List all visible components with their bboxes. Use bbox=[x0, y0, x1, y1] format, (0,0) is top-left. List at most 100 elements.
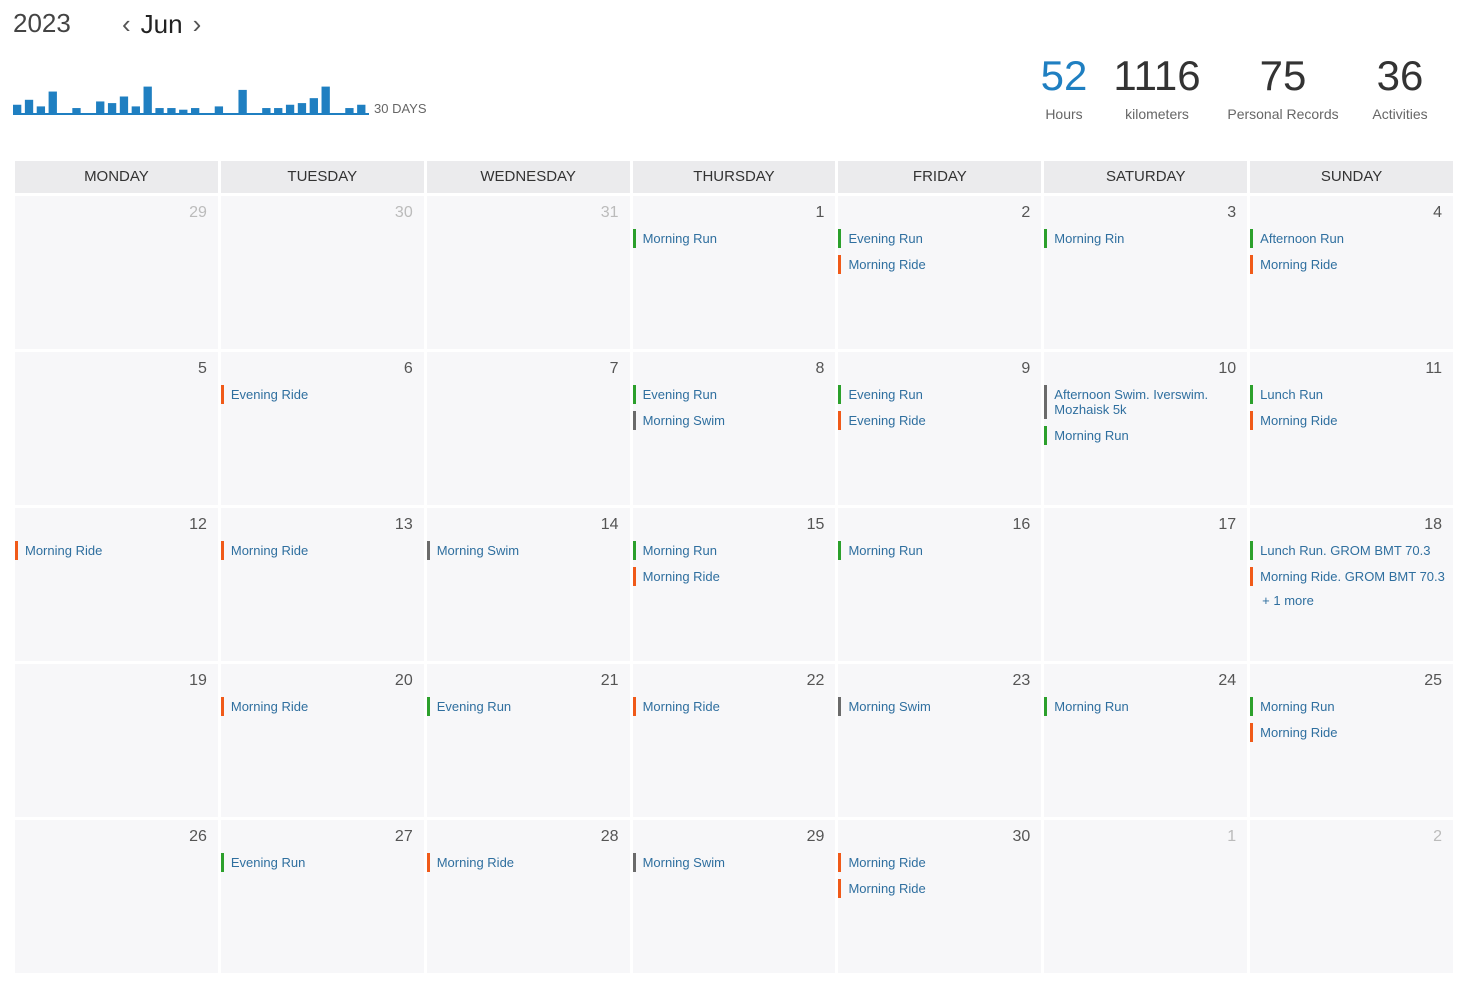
calendar-day[interactable]: 8 Evening Run Morning Swim bbox=[632, 352, 836, 505]
calendar-day[interactable]: 30 bbox=[220, 196, 424, 349]
calendar-day[interactable]: 30 Morning Ride Morning Ride bbox=[838, 820, 1042, 973]
calendar-day[interactable]: 2 Evening Run Morning Ride bbox=[838, 196, 1042, 349]
activity-item-run[interactable]: Evening Run bbox=[632, 385, 828, 404]
calendar-day[interactable]: 16 Morning Run bbox=[838, 508, 1042, 661]
activity-name[interactable]: Morning Ride bbox=[642, 699, 720, 714]
calendar-day[interactable]: 19 bbox=[15, 664, 218, 817]
calendar-day[interactable]: 20 Morning Ride bbox=[220, 664, 424, 817]
activity-item-ride[interactable]: Morning Ride bbox=[220, 541, 416, 560]
activity-item-swim[interactable]: Morning Swim bbox=[838, 697, 1033, 716]
calendar-day[interactable]: 26 bbox=[15, 820, 218, 973]
calendar-day[interactable]: 5 bbox=[15, 352, 218, 505]
calendar-day[interactable]: 11 Lunch Run Morning Ride bbox=[1250, 352, 1454, 505]
activity-name[interactable]: Morning Swim bbox=[642, 413, 725, 428]
activity-item-ride[interactable]: Morning Ride. GROM BMT 70.3 bbox=[1250, 567, 1445, 586]
activity-item-ride[interactable]: Morning Ride bbox=[632, 697, 828, 716]
chevron-right-icon[interactable]: › bbox=[192, 9, 202, 39]
activity-name[interactable]: Evening Run bbox=[642, 387, 718, 402]
calendar-day[interactable]: 29 bbox=[15, 196, 218, 349]
calendar-day[interactable]: 23 Morning Swim bbox=[838, 664, 1042, 817]
activity-name[interactable]: Morning Run bbox=[1054, 699, 1129, 714]
calendar-day[interactable]: 3 Morning Rin bbox=[1044, 196, 1248, 349]
activity-item-swim[interactable]: Morning Swim bbox=[426, 541, 622, 560]
activity-item-ride[interactable]: Morning Ride bbox=[1250, 411, 1445, 430]
calendar-day[interactable]: 1 Morning Run bbox=[632, 196, 836, 349]
calendar-day[interactable]: 13 Morning Ride bbox=[220, 508, 424, 661]
calendar-day[interactable]: 2 bbox=[1250, 820, 1454, 973]
activity-item-run[interactable]: Morning Run bbox=[1250, 697, 1445, 716]
activity-name[interactable]: Morning Ride. GROM BMT 70.3 bbox=[1260, 569, 1445, 584]
activity-name[interactable]: Morning Run bbox=[1054, 428, 1129, 443]
calendar-day[interactable]: 24 Morning Run bbox=[1044, 664, 1248, 817]
activity-item-ride[interactable]: Morning Ride bbox=[1250, 255, 1445, 274]
calendar-day[interactable]: 1 bbox=[1044, 820, 1248, 973]
activity-item-run[interactable]: Morning Run bbox=[632, 229, 828, 248]
activity-item-ride[interactable]: Morning Ride bbox=[15, 541, 210, 560]
calendar-day[interactable]: 14 Morning Swim bbox=[426, 508, 630, 661]
activity-item-ride[interactable]: Morning Ride bbox=[1250, 723, 1445, 742]
activity-item-run[interactable]: Morning Rin bbox=[1044, 229, 1239, 248]
activity-name[interactable]: Lunch Run bbox=[1260, 387, 1324, 402]
activity-name[interactable]: Morning Ride bbox=[230, 543, 309, 558]
calendar-day[interactable]: 22 Morning Ride bbox=[632, 664, 836, 817]
calendar-day[interactable]: 18 Lunch Run. GROM BMT 70.3 Morning Ride. … bbox=[1250, 508, 1454, 661]
activity-name[interactable]: Afternoon Run bbox=[1260, 231, 1344, 246]
calendar-day[interactable]: 15 Morning Run Morning Ride bbox=[632, 508, 836, 661]
activity-item-run[interactable]: Morning Run bbox=[632, 541, 828, 560]
calendar-day[interactable]: 9 Evening Run Evening Ride bbox=[838, 352, 1042, 505]
activity-item-run[interactable]: Evening Run bbox=[220, 853, 416, 872]
activity-item-run[interactable]: Morning Run bbox=[1044, 697, 1239, 716]
activity-item-ride[interactable]: Morning Ride bbox=[220, 697, 416, 716]
activity-name[interactable]: Morning Ride bbox=[1260, 725, 1338, 740]
activity-name[interactable]: Evening Run bbox=[436, 699, 512, 714]
activity-name[interactable]: Morning Run bbox=[1260, 699, 1335, 714]
calendar-day[interactable]: 10 Afternoon Swim. Iverswim. Mozhaisk 5k M… bbox=[1044, 352, 1248, 505]
activity-name[interactable]: Evening Run bbox=[848, 231, 923, 246]
activity-name[interactable]: Morning Ride bbox=[848, 855, 926, 870]
activity-name[interactable]: Morning Ride bbox=[642, 569, 720, 584]
activity-name[interactable]: Morning Swim bbox=[848, 699, 931, 714]
activity-item-ride[interactable]: Morning Ride bbox=[838, 853, 1033, 872]
chevron-left-icon[interactable]: ‹ bbox=[122, 9, 131, 39]
activity-item-run[interactable]: Afternoon Run bbox=[1250, 229, 1445, 248]
activity-name[interactable]: Morning Ride bbox=[848, 881, 926, 896]
calendar-day[interactable]: 29 Morning Swim bbox=[632, 820, 836, 973]
activity-item-run[interactable]: Morning Run bbox=[838, 541, 1033, 560]
activity-item-ride[interactable]: Morning Ride bbox=[426, 853, 622, 872]
activity-item-run[interactable]: Evening Run bbox=[838, 229, 1033, 248]
calendar-day[interactable]: 17 bbox=[1044, 508, 1248, 661]
activity-item-swim[interactable]: Afternoon Swim. Iverswim. Mozhaisk 5k bbox=[1044, 385, 1239, 419]
activity-item-run[interactable]: Evening Run bbox=[838, 385, 1033, 404]
calendar-day[interactable]: 27 Evening Run bbox=[220, 820, 424, 973]
activity-name[interactable]: Morning Ride bbox=[1260, 413, 1338, 428]
more-activities-link[interactable]: + 1 more bbox=[1262, 593, 1314, 608]
activity-name[interactable]: Evening Ride bbox=[230, 387, 309, 402]
activity-item-ride[interactable]: Morning Ride bbox=[838, 255, 1033, 274]
activity-item-ride[interactable]: Evening Ride bbox=[838, 411, 1033, 430]
activity-name[interactable]: Morning Swim bbox=[436, 543, 520, 558]
activity-name[interactable]: Morning Rin bbox=[1054, 231, 1125, 246]
activity-name[interactable]: Morning Ride bbox=[848, 257, 926, 272]
activity-item-swim[interactable]: Morning Swim bbox=[632, 411, 828, 430]
activity-name[interactable]: Morning Ride bbox=[1260, 257, 1338, 272]
calendar-day[interactable]: 28 Morning Ride bbox=[426, 820, 630, 973]
activity-name[interactable]: Morning Ride bbox=[436, 855, 515, 870]
activity-item-run[interactable]: Evening Run bbox=[426, 697, 622, 716]
activity-name[interactable]: Evening Run bbox=[848, 387, 923, 402]
calendar-day[interactable]: 31 bbox=[426, 196, 630, 349]
activity-item-run[interactable]: Lunch Run bbox=[1250, 385, 1445, 404]
calendar-day[interactable]: 21 Evening Run bbox=[426, 664, 630, 817]
calendar-day[interactable]: 12 Morning Ride bbox=[15, 508, 218, 661]
activity-name[interactable]: Morning Ride bbox=[230, 699, 309, 714]
activity-item-ride[interactable]: Evening Ride bbox=[220, 385, 416, 404]
activity-name[interactable]: Evening Ride bbox=[848, 413, 926, 428]
activity-name[interactable]: Morning Run bbox=[848, 543, 923, 558]
activity-name[interactable]: Evening Run bbox=[230, 855, 306, 870]
calendar-day[interactable]: 7 bbox=[426, 352, 630, 505]
activity-name[interactable]: Morning Run bbox=[642, 543, 718, 558]
activity-item-run[interactable]: Lunch Run. GROM BMT 70.3 bbox=[1250, 541, 1445, 560]
calendar-day[interactable]: 25 Morning Run Morning Ride bbox=[1250, 664, 1454, 817]
activity-item-ride[interactable]: Morning Ride bbox=[838, 879, 1033, 898]
activity-item-swim[interactable]: Morning Swim bbox=[632, 853, 828, 872]
calendar-day[interactable]: 4 Afternoon Run Morning Ride bbox=[1250, 196, 1454, 349]
